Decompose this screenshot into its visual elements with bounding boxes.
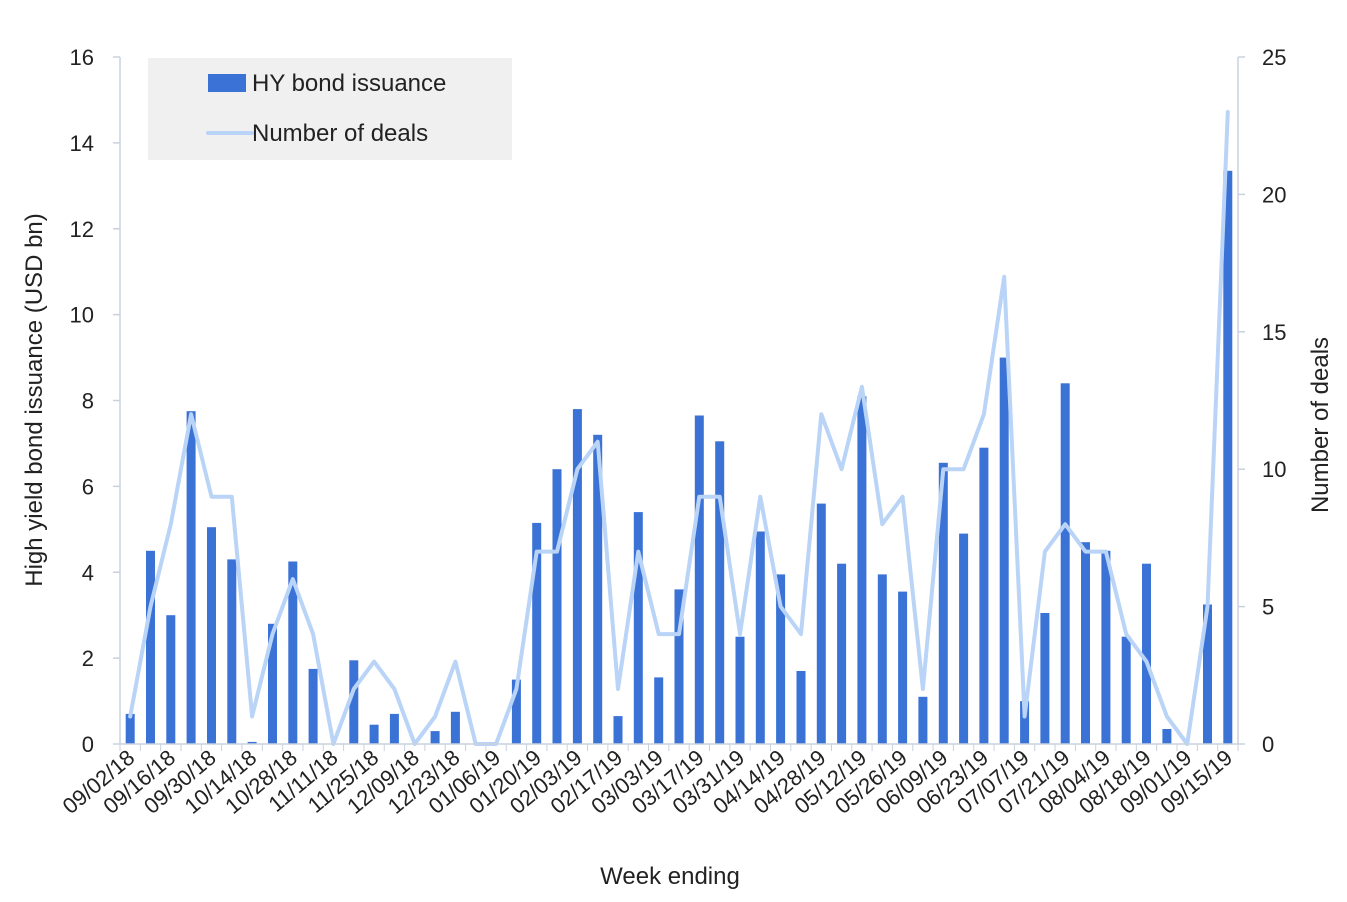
bar-10-07-18 <box>227 559 237 744</box>
bar-05-26-19 <box>898 591 908 744</box>
bar-07-21-19 <box>1060 383 1070 744</box>
bar-06-23-19 <box>979 447 989 744</box>
bar-01-20-19 <box>532 522 542 744</box>
bar-05-05-19 <box>837 563 847 744</box>
legend-label-bars: HY bond issuance <box>252 70 446 97</box>
bar-05-12-19 <box>857 396 867 744</box>
bar-06-02-19 <box>918 696 928 744</box>
legend-label-line: Number of deals <box>252 120 428 147</box>
y-left-tick-label: 12 <box>70 217 94 242</box>
y-axis-left-title: High yield bond issuance (USD bn) <box>21 213 48 587</box>
bar-09-08-19 <box>1203 604 1212 744</box>
y-left-tick-label: 2 <box>82 646 94 671</box>
bar-08-11-19 <box>1121 636 1131 744</box>
bar-09-15-19 <box>1223 170 1233 745</box>
bar-07-28-19 <box>1081 542 1090 744</box>
legend: HY bond issuance Number of deals <box>148 58 512 160</box>
bar-02-10-19 <box>593 434 603 744</box>
y-left-tick-label: 16 <box>70 45 94 70</box>
bar-03-24-19 <box>715 441 725 744</box>
bar-11-04-18 <box>308 668 318 744</box>
bar-10-21-18 <box>268 623 277 744</box>
y-right-tick-label: 25 <box>1262 45 1286 70</box>
bar-03-03-19 <box>654 677 664 744</box>
bar-12-23-18 <box>450 711 460 744</box>
y-right-tick-label: 0 <box>1262 732 1274 757</box>
y-right-tick-label: 10 <box>1262 457 1286 482</box>
x-axis-title: Week ending <box>600 863 740 890</box>
bar-01-13-19 <box>511 679 521 744</box>
bar-07-14-19 <box>1040 613 1050 744</box>
legend-bar-swatch <box>208 74 246 92</box>
bar-04-07-19 <box>755 531 765 744</box>
y-right-tick-label: 5 <box>1262 595 1274 620</box>
bar-09-23-18 <box>186 411 196 744</box>
y-right-tick-label: 15 <box>1262 320 1286 345</box>
bar-06-09-19 <box>938 462 948 744</box>
y-left-tick-label: 10 <box>70 303 94 328</box>
bar-02-17-19 <box>613 716 623 744</box>
bar-03-31-19 <box>735 636 745 744</box>
bar-09-02-18 <box>125 713 135 744</box>
bar-07-07-19 <box>1020 701 1030 744</box>
bar-04-28-19 <box>816 503 826 744</box>
y-right-tick-label: 20 <box>1262 182 1286 207</box>
bar-08-18-19 <box>1142 563 1151 744</box>
bar-09-30-18 <box>207 527 216 744</box>
bar-05-19-19 <box>877 574 887 744</box>
y-left-tick-label: 0 <box>82 732 94 757</box>
bar-12-16-18 <box>430 731 440 744</box>
bar-08-25-19 <box>1162 729 1172 744</box>
bar-01-27-19 <box>552 469 562 744</box>
y-left-tick-label: 14 <box>70 131 94 156</box>
bar-11-18-18 <box>349 660 359 744</box>
y-left-tick-label: 4 <box>82 560 94 585</box>
bar-03-17-19 <box>694 415 704 744</box>
bar-11-25-18 <box>369 724 379 744</box>
bar-10-28-18 <box>288 561 298 744</box>
y-axis-right-title: Number of deals <box>1307 337 1334 513</box>
bar-08-04-19 <box>1101 550 1111 744</box>
bar-12-02-18 <box>389 713 399 744</box>
bar-06-30-19 <box>999 357 1009 744</box>
bar-02-03-19 <box>572 409 582 744</box>
bar-09-16-18 <box>166 615 176 744</box>
bar-04-14-19 <box>776 574 786 744</box>
y-left-tick-label: 6 <box>82 474 94 499</box>
bar-10-14-18 <box>247 741 257 744</box>
bar-09-09-18 <box>146 550 155 744</box>
bars-layer <box>125 170 1233 745</box>
bar-04-21-19 <box>796 671 806 744</box>
bar-06-16-19 <box>959 533 969 744</box>
bar-02-24-19 <box>633 512 643 744</box>
y-left-tick-label: 8 <box>82 389 94 414</box>
bar-03-10-19 <box>674 589 684 744</box>
